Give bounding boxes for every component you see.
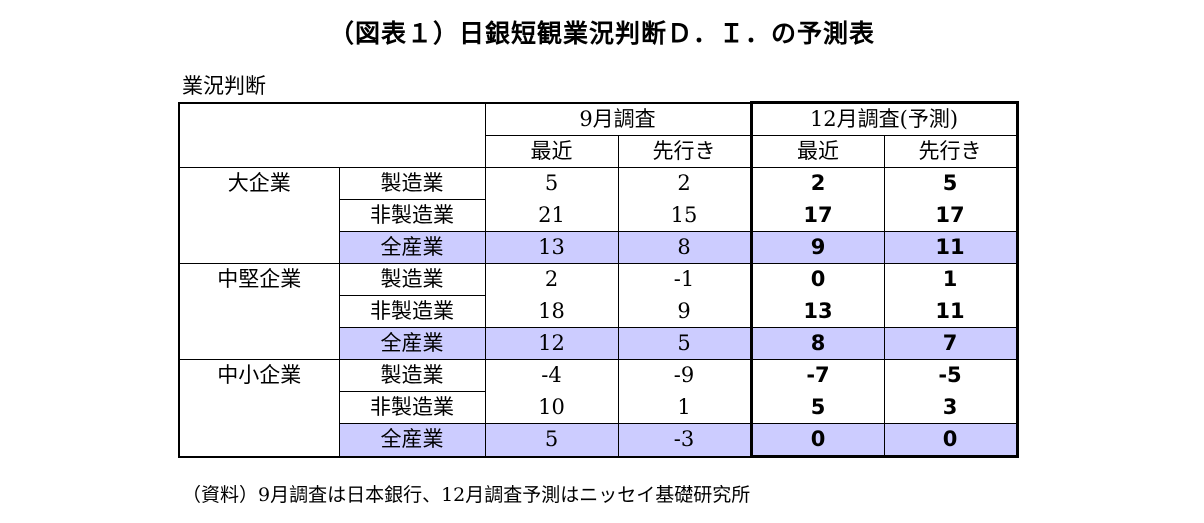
value-sep-forecast: 2 <box>618 167 752 200</box>
table-row: 非製造業 21 15 17 17 <box>179 199 1019 232</box>
value-dec-recent: 8 <box>749 327 885 360</box>
value-dec-forecast: 5 <box>884 167 1019 200</box>
table-row: 中小企業 製造業 -4 -9 -7 -5 <box>179 359 1019 457</box>
header-dec-survey: 12月調査(予測) <box>749 101 1019 136</box>
table-row: 非製造業 10 1 5 3 <box>179 391 1019 424</box>
size-label-large: 大企業 <box>179 167 340 264</box>
industry-label: 非製造業 <box>339 199 486 232</box>
table-row-total: 全産業 12 5 8 7 <box>179 327 1019 360</box>
industry-label: 製造業 <box>339 167 486 200</box>
value-sep-recent: 5 <box>485 423 619 457</box>
header-row-survey: 9月調査 12月調査(予測) <box>179 101 1019 168</box>
source-note: （資料）9月調査は日本銀行、12月調査予測はニッセイ基礎研究所 <box>182 484 751 506</box>
value-dec-recent: 0 <box>749 423 885 458</box>
value-sep-recent: 2 <box>485 263 619 296</box>
industry-label: 非製造業 <box>339 391 486 424</box>
table-row: 非製造業 18 9 13 11 <box>179 295 1019 328</box>
table-row: 大企業 製造業 5 2 2 5 <box>179 167 1019 264</box>
industry-label-total: 全産業 <box>339 423 486 457</box>
table-row-total: 全産業 13 8 9 11 <box>179 231 1019 264</box>
value-sep-recent: 21 <box>485 199 619 232</box>
header-row-type: 最近 先行き 最近 先行き <box>179 135 1019 168</box>
page-title: （図表１）日銀短観業況判断Ｄ．Ｉ．の予測表 <box>328 19 875 48</box>
value-dec-forecast: -5 <box>884 359 1019 392</box>
value-dec-recent: -7 <box>749 359 885 392</box>
value-dec-recent: 2 <box>749 167 885 200</box>
value-dec-recent: 13 <box>749 295 885 328</box>
value-dec-recent: 9 <box>749 231 885 264</box>
header-sep-recent: 最近 <box>485 135 619 168</box>
value-dec-forecast: 3 <box>884 391 1019 424</box>
table-row: 中堅企業 製造業 2 -1 0 1 <box>179 263 1019 360</box>
header-dec-recent: 最近 <box>749 135 885 168</box>
value-dec-forecast: 11 <box>884 295 1019 328</box>
industry-label: 非製造業 <box>339 295 486 328</box>
value-dec-forecast: 1 <box>884 263 1019 296</box>
value-sep-recent: 13 <box>485 231 619 264</box>
unit-label: 業況判断 <box>182 74 266 98</box>
industry-label: 製造業 <box>339 263 486 296</box>
value-dec-forecast: 17 <box>884 199 1019 232</box>
header-dec-forecast: 先行き <box>884 135 1019 168</box>
value-sep-recent: 10 <box>485 391 619 424</box>
value-sep-forecast: 5 <box>618 327 752 360</box>
value-sep-forecast: 1 <box>618 391 752 424</box>
industry-label: 製造業 <box>339 359 486 392</box>
industry-label-total: 全産業 <box>339 231 486 264</box>
size-label-small: 中小企業 <box>179 359 340 457</box>
value-dec-forecast: 7 <box>884 327 1019 360</box>
value-sep-forecast: -9 <box>618 359 752 392</box>
value-sep-recent: 18 <box>485 295 619 328</box>
size-label-mid: 中堅企業 <box>179 263 340 360</box>
value-dec-forecast: 0 <box>884 423 1019 458</box>
value-sep-recent: -4 <box>485 359 619 392</box>
value-sep-forecast: 15 <box>618 199 752 232</box>
header-corner <box>179 102 486 168</box>
industry-label-total: 全産業 <box>339 327 486 360</box>
value-dec-recent: 17 <box>749 199 885 232</box>
value-sep-forecast: 8 <box>618 231 752 264</box>
value-sep-recent: 5 <box>485 167 619 200</box>
value-dec-recent: 0 <box>749 263 885 296</box>
value-sep-forecast: 9 <box>618 295 752 328</box>
di-forecast-table: 9月調査 12月調査(予測) 最近 先行き 最近 先行き 大企業 製造業 5 2… <box>178 101 1019 458</box>
value-sep-forecast: -1 <box>618 263 752 296</box>
table-row-total: 全産業 5 -3 0 0 <box>179 423 1019 458</box>
value-sep-forecast: -3 <box>618 423 752 457</box>
header-sep-forecast: 先行き <box>618 135 752 168</box>
value-dec-forecast: 11 <box>884 231 1019 264</box>
header-sep-survey: 9月調査 <box>485 102 752 136</box>
value-dec-recent: 5 <box>749 391 885 424</box>
value-sep-recent: 12 <box>485 327 619 360</box>
